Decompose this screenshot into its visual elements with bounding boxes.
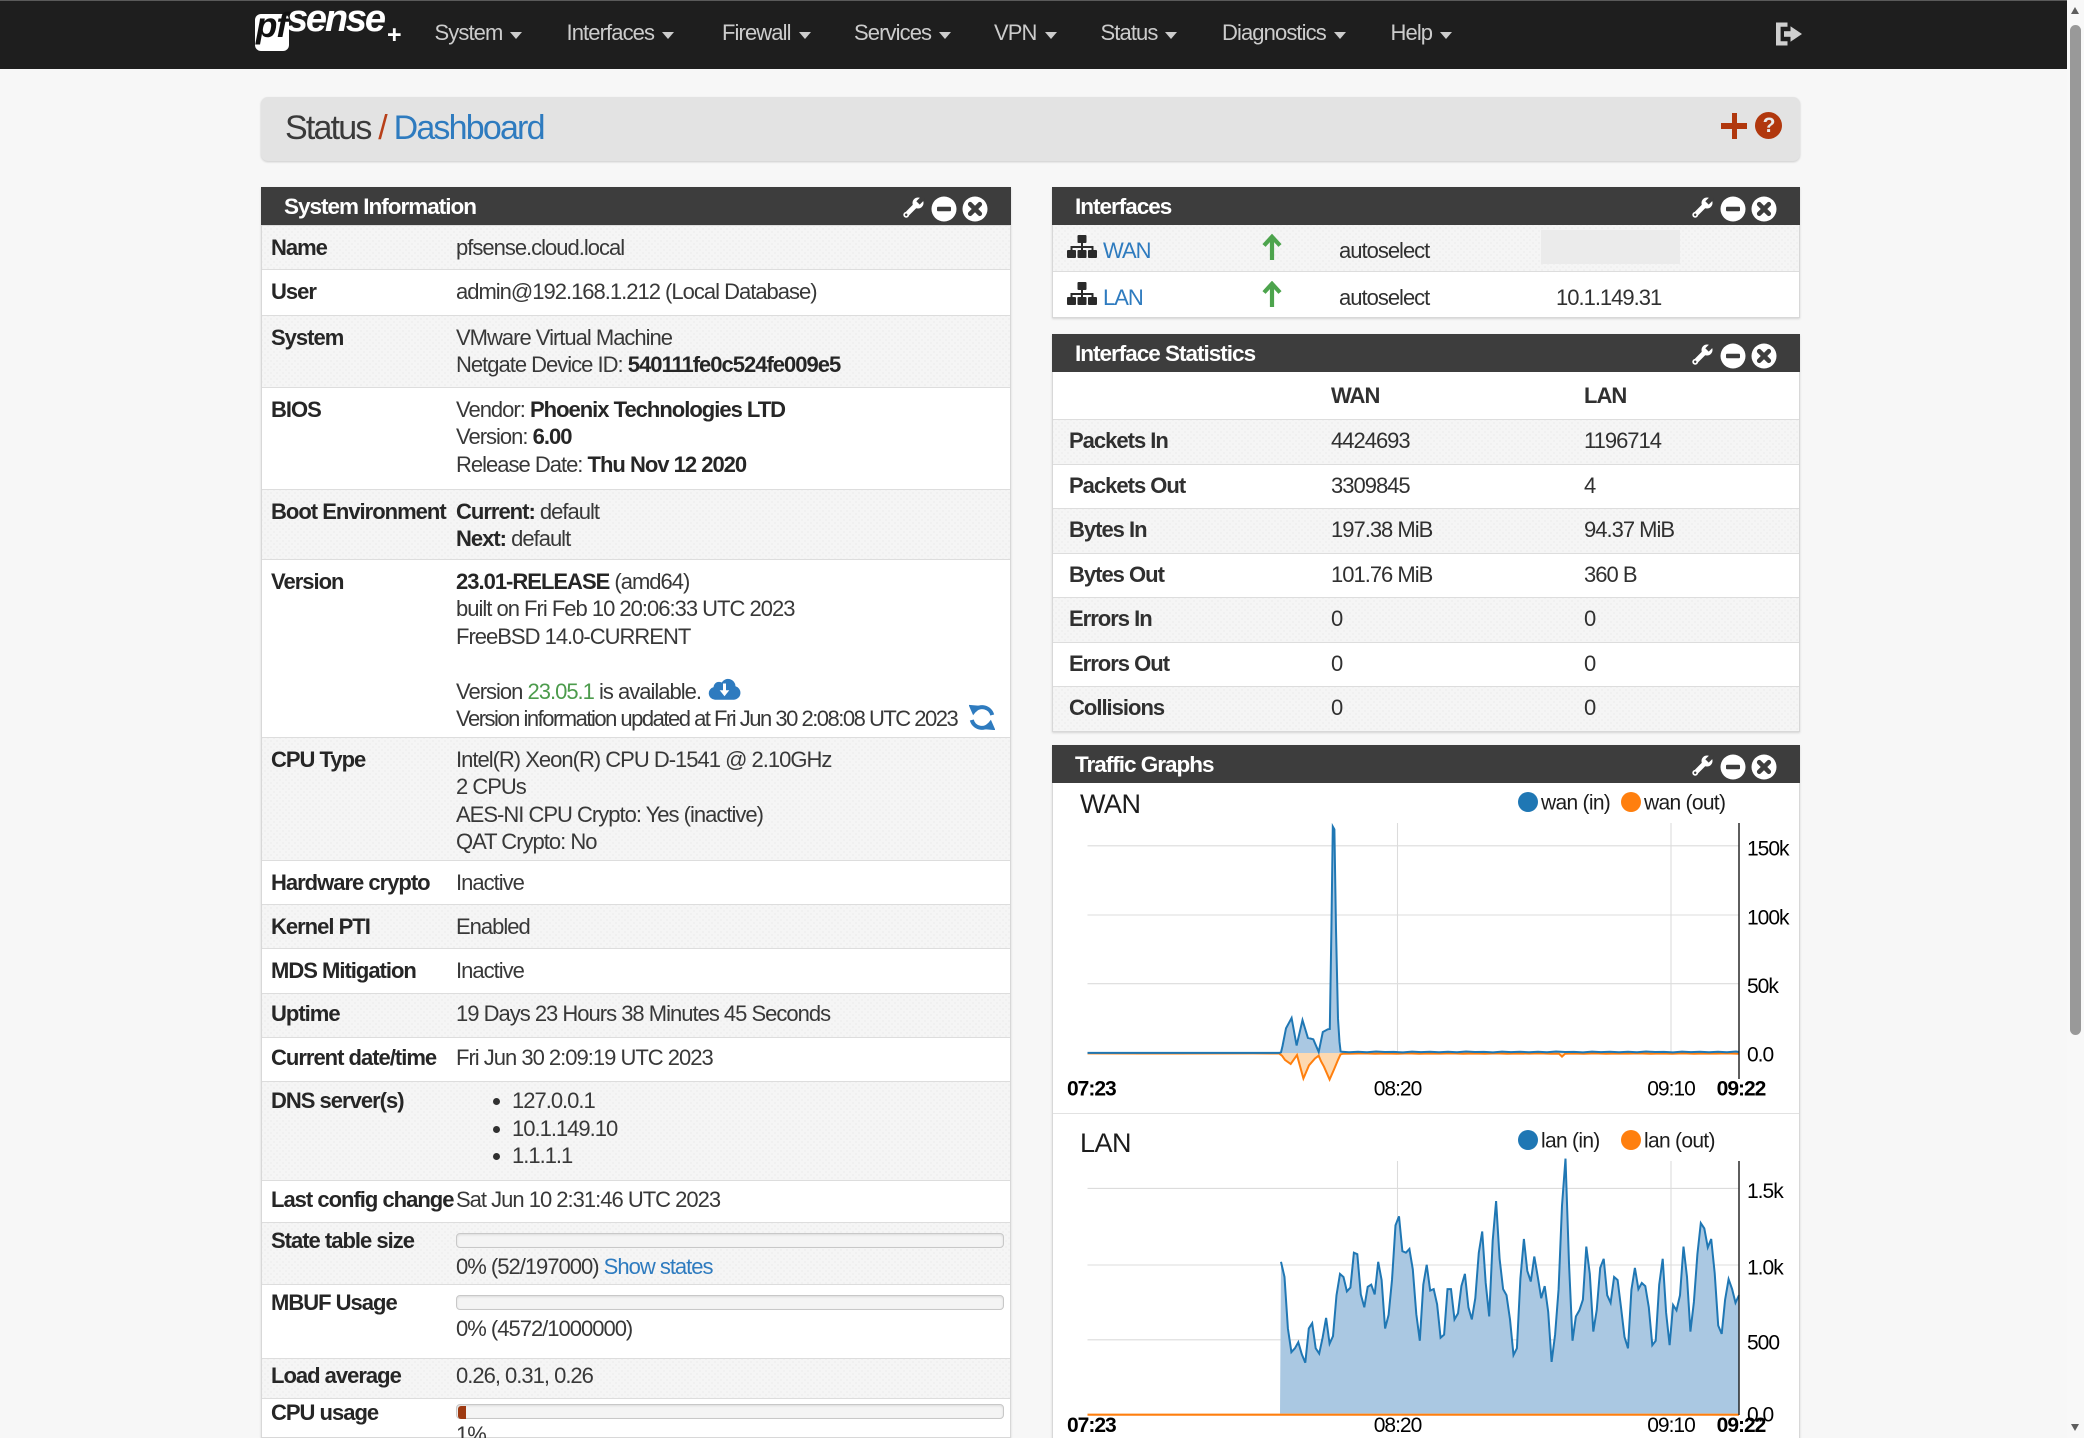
- svg-text:100k: 100k: [1747, 907, 1790, 930]
- svg-text:LAN: LAN: [1080, 1128, 1131, 1158]
- svg-text:08:20: 08:20: [1374, 1078, 1422, 1101]
- svg-text:wan (out): wan (out): [1643, 792, 1725, 815]
- svg-text:lan (in): lan (in): [1541, 1130, 1600, 1153]
- svg-text:1.0k: 1.0k: [1747, 1257, 1784, 1280]
- svg-text:08:20: 08:20: [1374, 1414, 1422, 1437]
- svg-text:WAN: WAN: [1080, 789, 1141, 819]
- svg-text:wan (in): wan (in): [1540, 792, 1610, 815]
- svg-text:0.0: 0.0: [1747, 1404, 1774, 1427]
- svg-text:0.0: 0.0: [1747, 1044, 1774, 1067]
- svg-text:1.5k: 1.5k: [1747, 1180, 1784, 1203]
- svg-text:500: 500: [1747, 1331, 1779, 1354]
- svg-text:09:22: 09:22: [1717, 1414, 1766, 1437]
- svg-text:09:22: 09:22: [1717, 1078, 1766, 1101]
- svg-text:150k: 150k: [1747, 837, 1790, 860]
- svg-text:09:10: 09:10: [1647, 1414, 1695, 1437]
- svg-text:07:23: 07:23: [1067, 1414, 1116, 1437]
- svg-text:07:23: 07:23: [1067, 1078, 1116, 1101]
- svg-text:50k: 50k: [1747, 975, 1779, 998]
- svg-text:lan (out): lan (out): [1644, 1130, 1715, 1153]
- svg-text:09:10: 09:10: [1647, 1078, 1695, 1101]
